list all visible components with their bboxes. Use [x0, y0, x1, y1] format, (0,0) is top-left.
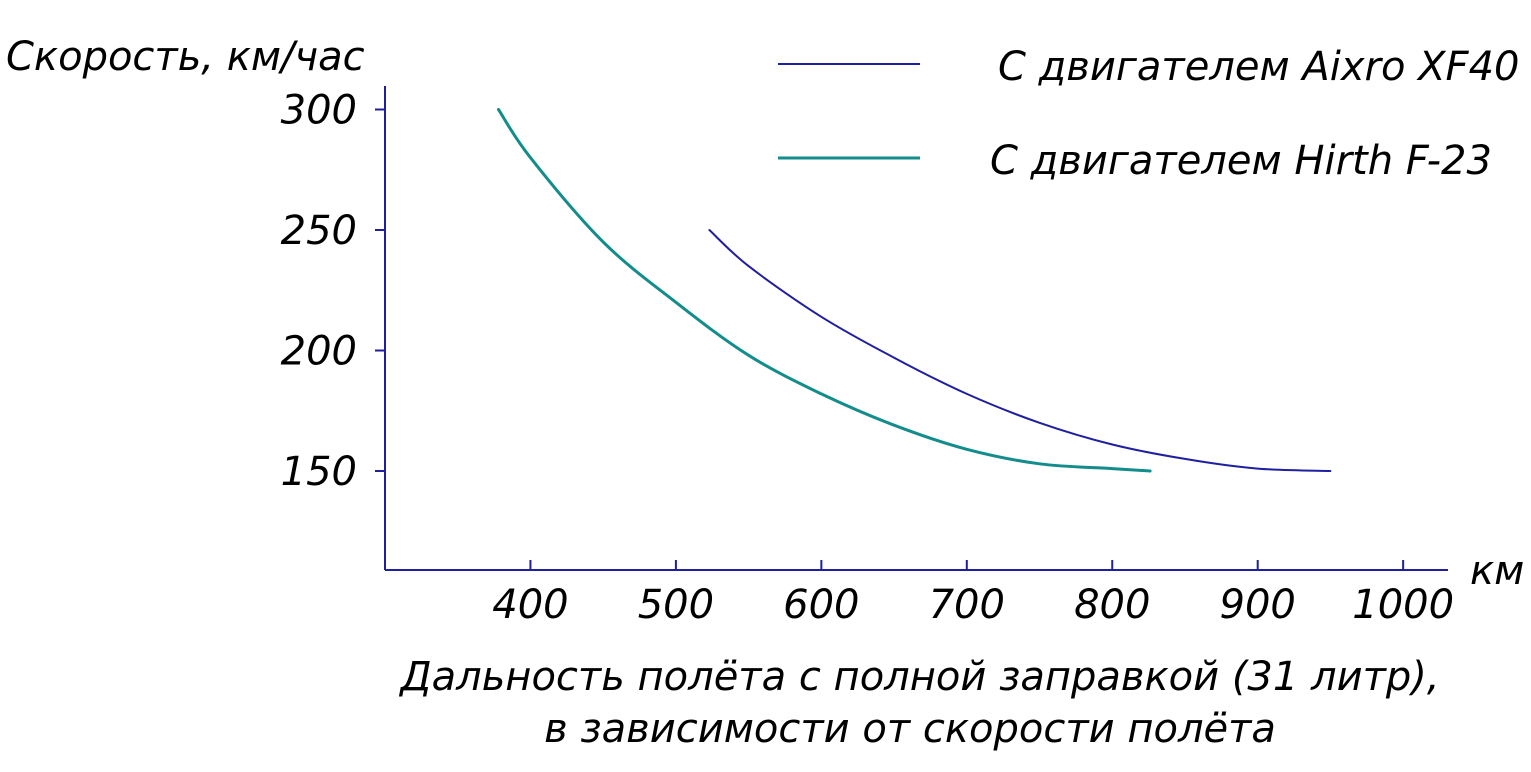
x-axis-title: км [1470, 548, 1524, 594]
x-tick-label: 500 [638, 582, 714, 628]
caption-line-1: Дальность полёта с полной заправкой (31 … [398, 654, 1439, 700]
y-tick-label: 300 [281, 88, 357, 134]
legend-label-2: С двигателем Hirth F-23 [990, 138, 1492, 184]
legend-label-1: С двигателем Aixro XF40 [998, 44, 1519, 90]
legend: С двигателем Aixro XF40 С двигателем Hirt… [778, 44, 1519, 184]
series-line-2 [497, 108, 1152, 473]
x-tick-label: 400 [492, 582, 568, 628]
x-tick-label: 700 [929, 582, 1005, 628]
y-axis-title: Скорость, км/час [6, 34, 365, 80]
series-line-1 [708, 229, 1332, 472]
x-tick-label: 800 [1074, 582, 1150, 628]
x-tick-label: 600 [783, 582, 859, 628]
y-tick-label: 150 [281, 449, 357, 495]
axes [384, 86, 1448, 571]
x-ticks: 400 500 600 700 800 900 1000 [492, 560, 1454, 628]
x-tick-label: 1000 [1352, 582, 1454, 628]
x-tick-label: 900 [1220, 582, 1296, 628]
y-ticks: 150 200 250 300 [281, 88, 385, 495]
caption-line-2: в зависимости от скорости полёта [544, 706, 1276, 752]
y-tick-label: 200 [281, 329, 357, 375]
y-tick-label: 250 [281, 208, 357, 254]
series-lines [497, 108, 1332, 473]
